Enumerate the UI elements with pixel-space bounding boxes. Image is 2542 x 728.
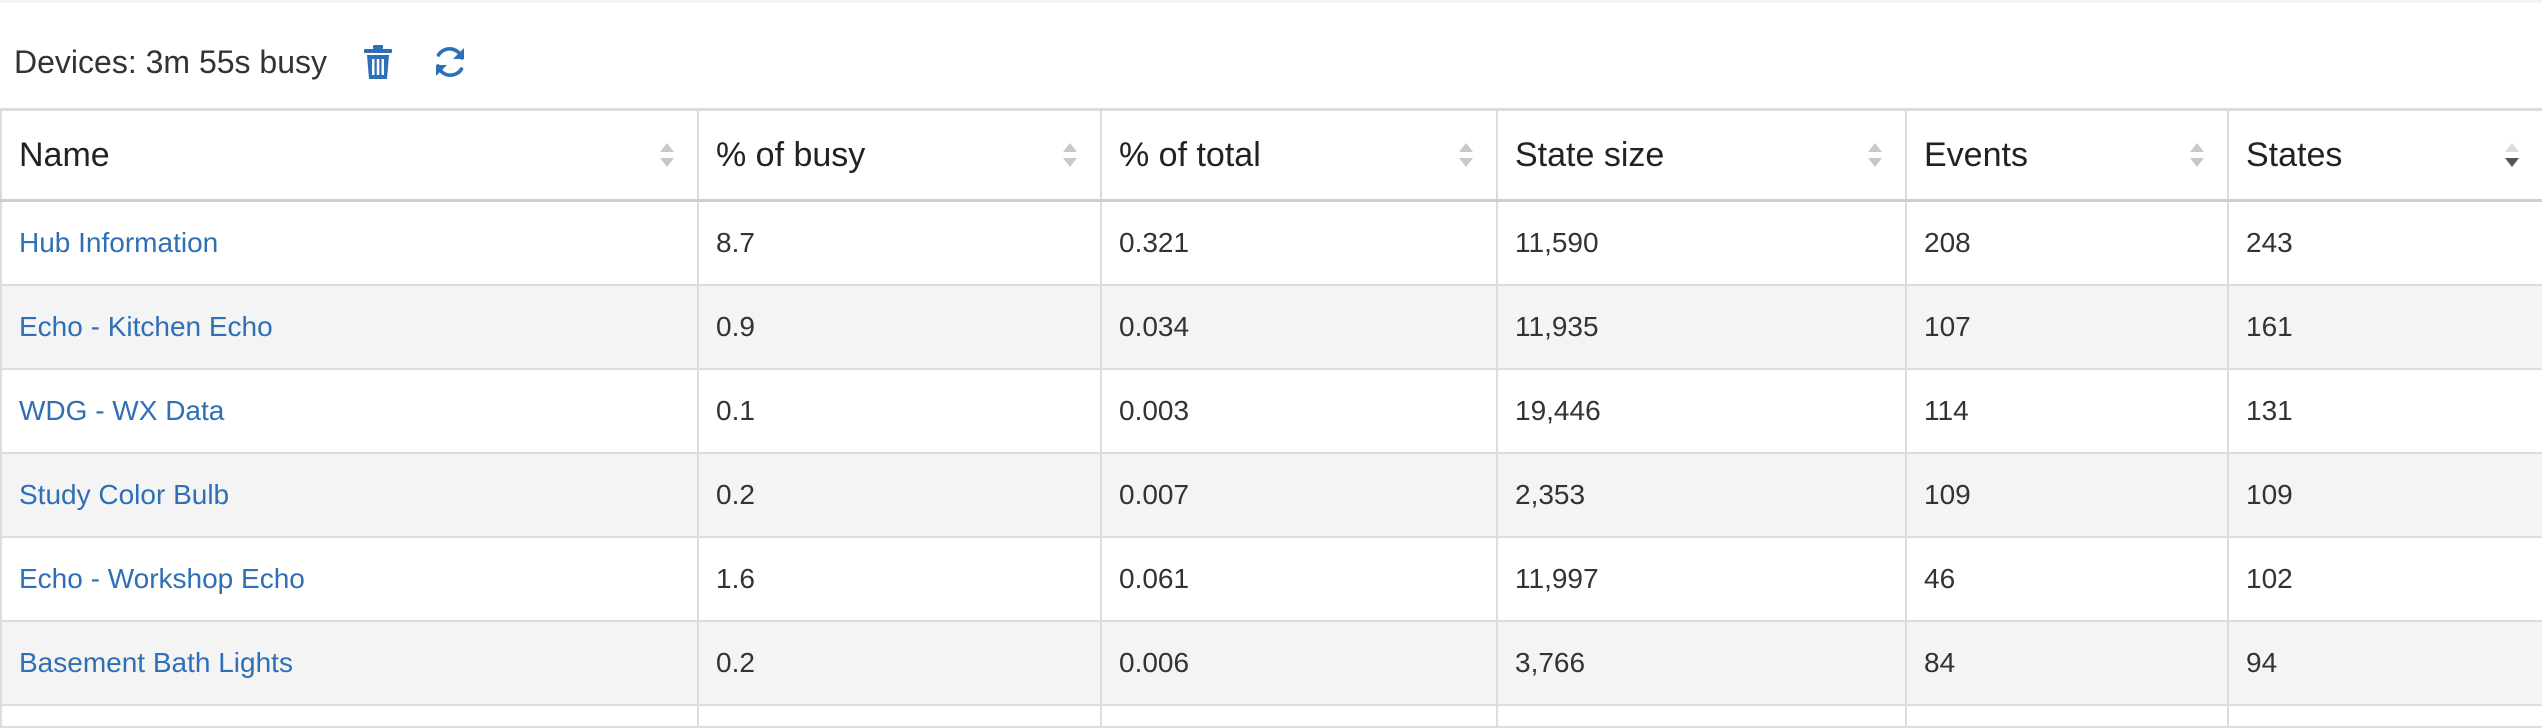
column-header-total[interactable]: % of total <box>1100 108 1498 202</box>
page-header: Devices: 3m 55s busy <box>0 30 475 94</box>
cell-busy: 0.9 <box>697 284 1102 370</box>
sort-icon <box>2189 141 2205 169</box>
cell-states: 94 <box>2227 620 2542 706</box>
sort-descending-icon <box>2504 141 2520 169</box>
table-row: Echo - Workshop Echo 1.6 0.061 11,997 46… <box>0 536 2542 622</box>
cell-states: 161 <box>2227 284 2542 370</box>
cell-busy: 0.1 <box>697 368 1102 454</box>
sort-icon <box>659 141 675 169</box>
cell-empty <box>697 704 1102 728</box>
top-divider <box>0 0 2542 3</box>
column-header-state-size[interactable]: State size <box>1496 108 1907 202</box>
devices-table: Name % of busy % of total State size <box>0 108 2542 728</box>
sort-icon <box>1062 141 1078 169</box>
cell-states: 102 <box>2227 536 2542 622</box>
device-link[interactable]: Echo - Workshop Echo <box>19 563 305 594</box>
cell-total: 0.007 <box>1100 452 1498 538</box>
table-row: Basement Bath Lights 0.2 0.006 3,766 84 … <box>0 620 2542 706</box>
cell-busy: 1.6 <box>697 536 1102 622</box>
cell-empty <box>2227 704 2542 728</box>
refresh-icon <box>432 44 468 80</box>
cell-events: 109 <box>1905 452 2229 538</box>
cell-name: Echo - Workshop Echo <box>0 536 699 622</box>
cell-total: 0.061 <box>1100 536 1498 622</box>
cell-total: 0.321 <box>1100 199 1498 286</box>
cell-total: 0.006 <box>1100 620 1498 706</box>
cell-busy: 0.2 <box>697 452 1102 538</box>
table-row-partial <box>0 704 2542 728</box>
cell-name: Study Color Bulb <box>0 452 699 538</box>
device-link[interactable]: Basement Bath Lights <box>19 647 293 678</box>
device-link[interactable]: Echo - Kitchen Echo <box>19 311 273 342</box>
cell-states: 109 <box>2227 452 2542 538</box>
cell-empty <box>1496 704 1907 728</box>
device-link[interactable]: WDG - WX Data <box>19 395 225 426</box>
cell-events: 114 <box>1905 368 2229 454</box>
page-title: Devices: 3m 55s busy <box>14 43 328 80</box>
cell-state-size: 11,997 <box>1496 536 1907 622</box>
clear-stats-button[interactable] <box>353 37 403 87</box>
sort-icon <box>1458 141 1474 169</box>
table-row: WDG - WX Data 0.1 0.003 19,446 114 131 <box>0 368 2542 454</box>
cell-busy: 0.2 <box>697 620 1102 706</box>
cell-events: 84 <box>1905 620 2229 706</box>
cell-events: 46 <box>1905 536 2229 622</box>
cell-empty <box>1100 704 1498 728</box>
sort-icon <box>1867 141 1883 169</box>
column-header-name[interactable]: Name <box>0 108 699 202</box>
cell-total: 0.034 <box>1100 284 1498 370</box>
cell-state-size: 19,446 <box>1496 368 1907 454</box>
table-row: Echo - Kitchen Echo 0.9 0.034 11,935 107… <box>0 284 2542 370</box>
cell-states: 243 <box>2227 199 2542 286</box>
column-header-states[interactable]: States <box>2227 108 2542 202</box>
table-header-row: Name % of busy % of total State size <box>0 108 2542 202</box>
cell-empty <box>0 704 699 728</box>
refresh-button[interactable] <box>425 37 475 87</box>
cell-name: WDG - WX Data <box>0 368 699 454</box>
cell-state-size: 11,590 <box>1496 199 1907 286</box>
column-header-busy[interactable]: % of busy <box>697 108 1102 202</box>
cell-events: 208 <box>1905 199 2229 286</box>
device-link[interactable]: Study Color Bulb <box>19 479 230 510</box>
device-link[interactable]: Hub Information <box>19 227 219 258</box>
table-row: Hub Information 8.7 0.321 11,590 208 243 <box>0 199 2542 286</box>
cell-state-size: 2,353 <box>1496 452 1907 538</box>
cell-empty <box>1905 704 2229 728</box>
cell-events: 107 <box>1905 284 2229 370</box>
cell-state-size: 11,935 <box>1496 284 1907 370</box>
table-row: Study Color Bulb 0.2 0.007 2,353 109 109 <box>0 452 2542 538</box>
cell-state-size: 3,766 <box>1496 620 1907 706</box>
cell-name: Basement Bath Lights <box>0 620 699 706</box>
cell-total: 0.003 <box>1100 368 1498 454</box>
cell-states: 131 <box>2227 368 2542 454</box>
cell-name: Echo - Kitchen Echo <box>0 284 699 370</box>
column-header-events[interactable]: Events <box>1905 108 2229 202</box>
cell-name: Hub Information <box>0 199 699 286</box>
trash-icon <box>364 45 393 79</box>
cell-busy: 8.7 <box>697 199 1102 286</box>
